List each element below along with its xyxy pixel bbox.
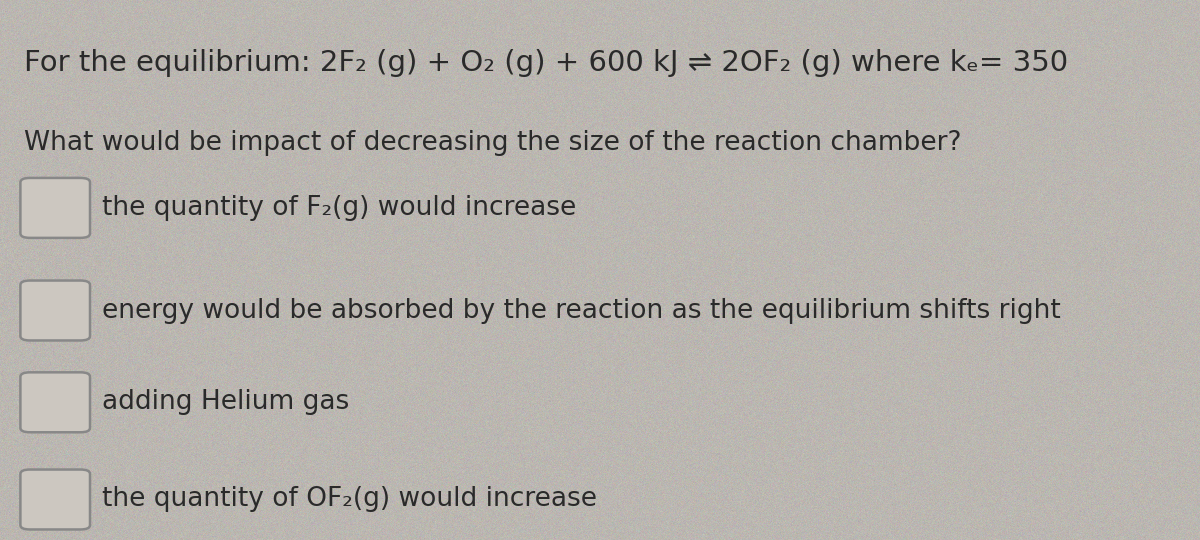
FancyBboxPatch shape (20, 469, 90, 529)
Text: For the equilibrium: 2F₂ (g) + O₂ (g) + 600 kJ ⇌ 2OF₂ (g) where kₑ= 350: For the equilibrium: 2F₂ (g) + O₂ (g) + … (24, 49, 1068, 77)
FancyBboxPatch shape (20, 373, 90, 432)
FancyBboxPatch shape (20, 178, 90, 238)
Text: What would be impact of decreasing the size of the reaction chamber?: What would be impact of decreasing the s… (24, 130, 961, 156)
FancyBboxPatch shape (20, 281, 90, 341)
Text: the quantity of F₂(g) would increase: the quantity of F₂(g) would increase (102, 195, 576, 221)
Text: the quantity of OF₂(g) would increase: the quantity of OF₂(g) would increase (102, 487, 598, 512)
Text: energy would be absorbed by the reaction as the equilibrium shifts right: energy would be absorbed by the reaction… (102, 298, 1061, 323)
Text: adding Helium gas: adding Helium gas (102, 389, 349, 415)
